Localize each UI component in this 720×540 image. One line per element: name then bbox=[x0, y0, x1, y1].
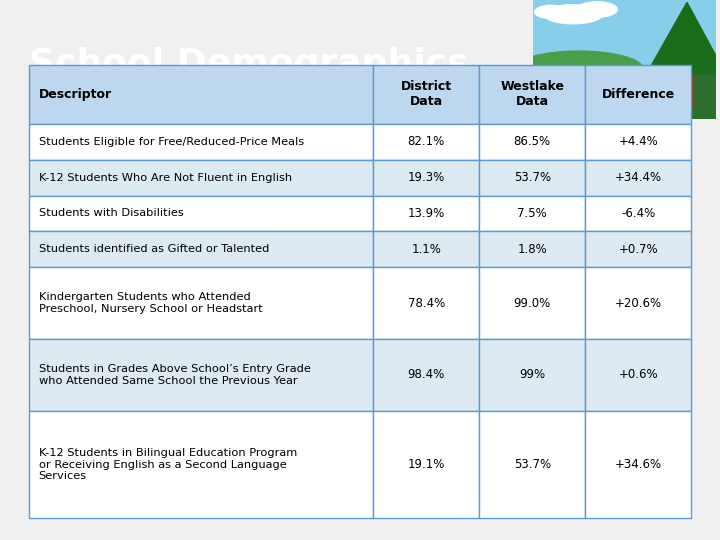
Bar bbox=[29, 65, 373, 124]
Bar bbox=[585, 124, 691, 160]
Text: Westlake
Data: Westlake Data bbox=[500, 80, 564, 109]
Text: Students in Grades Above School’s Entry Grade
who Attended Same School the Previ: Students in Grades Above School’s Entry … bbox=[39, 364, 310, 386]
Text: +34.6%: +34.6% bbox=[615, 458, 662, 471]
Bar bbox=[373, 65, 480, 124]
Text: 1.8%: 1.8% bbox=[518, 243, 547, 256]
Bar bbox=[585, 232, 691, 267]
Text: 53.7%: 53.7% bbox=[513, 171, 551, 184]
Bar bbox=[533, 59, 634, 85]
Bar bbox=[480, 339, 585, 411]
Bar bbox=[480, 411, 585, 518]
Text: 13.9%: 13.9% bbox=[408, 207, 445, 220]
Bar bbox=[480, 160, 585, 195]
Text: K-12 Students in Bilingual Education Program
or Receiving English as a Second La: K-12 Students in Bilingual Education Pro… bbox=[39, 448, 297, 481]
Text: 99%: 99% bbox=[519, 368, 545, 381]
Bar bbox=[373, 232, 480, 267]
Bar bbox=[373, 267, 480, 339]
Bar bbox=[29, 124, 373, 160]
Bar bbox=[585, 339, 691, 411]
Text: +4.4%: +4.4% bbox=[618, 135, 658, 148]
Text: District
Data: District Data bbox=[400, 80, 452, 109]
Text: 78.4%: 78.4% bbox=[408, 296, 445, 309]
Text: +34.4%: +34.4% bbox=[615, 171, 662, 184]
Bar bbox=[585, 160, 691, 195]
Text: 7.5%: 7.5% bbox=[518, 207, 547, 220]
Text: 99.0%: 99.0% bbox=[513, 296, 551, 309]
Bar bbox=[585, 267, 691, 339]
Bar bbox=[480, 65, 585, 124]
Bar bbox=[585, 195, 691, 232]
Text: Students Eligible for Free/Reduced-Price Meals: Students Eligible for Free/Reduced-Price… bbox=[39, 137, 304, 147]
Bar bbox=[480, 124, 585, 160]
Bar bbox=[585, 65, 691, 124]
Text: Difference: Difference bbox=[602, 88, 675, 101]
Text: +0.7%: +0.7% bbox=[618, 243, 658, 256]
Bar bbox=[373, 339, 480, 411]
Text: 86.5%: 86.5% bbox=[513, 135, 551, 148]
Bar bbox=[29, 339, 373, 411]
Bar bbox=[29, 232, 373, 267]
Text: 98.4%: 98.4% bbox=[408, 368, 445, 381]
Polygon shape bbox=[647, 2, 720, 73]
Text: 1.1%: 1.1% bbox=[411, 243, 441, 256]
Ellipse shape bbox=[544, 5, 603, 24]
Text: Kindergarten Students who Attended
Preschool, Nursery School or Headstart: Kindergarten Students who Attended Presc… bbox=[39, 292, 263, 314]
Bar bbox=[480, 232, 585, 267]
Bar bbox=[29, 160, 373, 195]
Bar bbox=[585, 411, 691, 518]
Text: +0.6%: +0.6% bbox=[618, 368, 658, 381]
Text: Students with Disabilities: Students with Disabilities bbox=[39, 208, 184, 219]
Bar bbox=[373, 411, 480, 518]
Text: Descriptor: Descriptor bbox=[39, 88, 112, 101]
Text: +20.6%: +20.6% bbox=[615, 296, 662, 309]
Bar bbox=[480, 267, 585, 339]
Bar bbox=[680, 42, 693, 107]
Bar bbox=[29, 195, 373, 232]
Bar bbox=[480, 195, 585, 232]
Bar bbox=[373, 160, 480, 195]
Text: 82.1%: 82.1% bbox=[408, 135, 445, 148]
Ellipse shape bbox=[535, 5, 567, 18]
Text: 19.3%: 19.3% bbox=[408, 171, 445, 184]
Text: 19.1%: 19.1% bbox=[408, 458, 445, 471]
Bar bbox=[29, 267, 373, 339]
Ellipse shape bbox=[577, 2, 617, 17]
Bar bbox=[29, 411, 373, 518]
Ellipse shape bbox=[514, 51, 643, 87]
Text: Students identified as Gifted or Talented: Students identified as Gifted or Talente… bbox=[39, 244, 269, 254]
Bar bbox=[373, 195, 480, 232]
Text: K-12 Students Who Are Not Fluent in English: K-12 Students Who Are Not Fluent in Engl… bbox=[39, 173, 292, 183]
Text: School Demographics: School Demographics bbox=[29, 47, 469, 81]
Text: -6.4%: -6.4% bbox=[621, 207, 655, 220]
Bar bbox=[533, 69, 716, 119]
Bar bbox=[373, 124, 480, 160]
Text: 53.7%: 53.7% bbox=[513, 458, 551, 471]
